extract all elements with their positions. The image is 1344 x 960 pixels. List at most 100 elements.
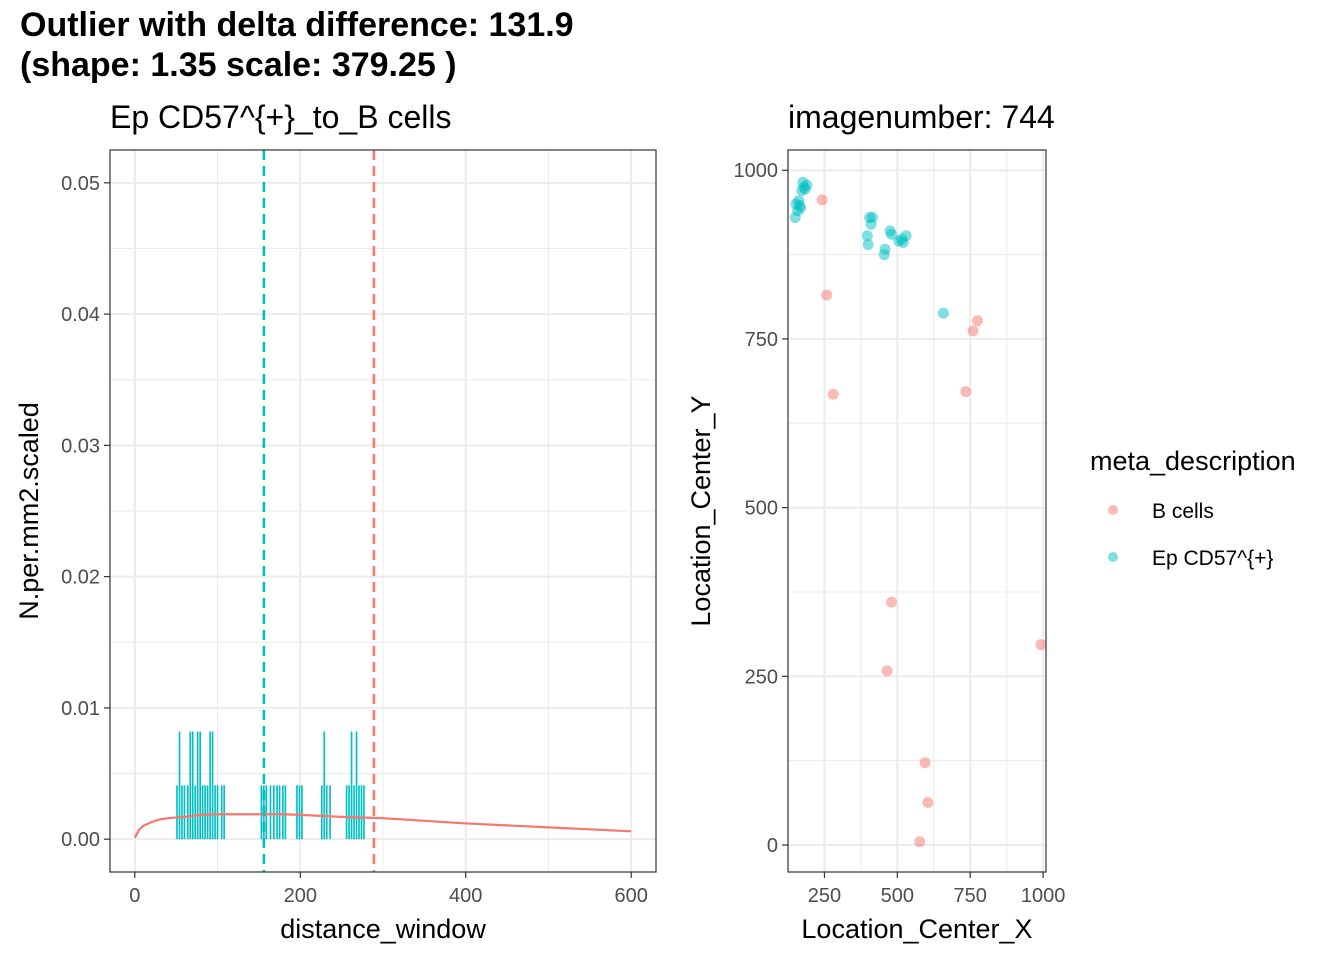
histogram-bar — [348, 785, 350, 840]
scatter-title: imagenumber: 744 — [788, 99, 1055, 135]
histogram-bar — [183, 785, 186, 840]
scatter-y-axis-title: Location_Center_Y — [686, 395, 716, 626]
scatter-gridlines — [788, 150, 1046, 872]
y-tick-label: 0.03 — [61, 435, 100, 457]
histogram-bar — [209, 731, 211, 840]
histogram-bar — [201, 785, 204, 840]
histogram-bar — [196, 731, 199, 840]
histogram-bar — [350, 731, 353, 840]
y-tick-label: 0.02 — [61, 567, 100, 589]
reference-lines — [262, 150, 376, 872]
ep-cd57-point — [795, 202, 807, 214]
histogram-bar — [186, 785, 189, 840]
x-tick-label: 1000 — [1021, 885, 1066, 907]
histogram-bar — [355, 731, 358, 840]
scatter-x-axis-title: Location_Center_X — [801, 914, 1032, 944]
x-tick-label: 400 — [449, 885, 482, 907]
histogram-bar — [176, 785, 178, 840]
histogram-bar — [325, 785, 328, 840]
x-tick-label: 0 — [129, 885, 140, 907]
b-cells-point — [967, 325, 979, 337]
ep-cd57-point — [861, 230, 873, 242]
histogram-bar — [211, 731, 214, 840]
histogram-bar — [194, 785, 197, 840]
scatter-ticks: 250 500 750 1000 0 250 500 750 1000 — [734, 160, 1066, 907]
histogram-bar — [204, 785, 206, 840]
scatter-panel-border — [787, 149, 1047, 873]
y-tick-label: 1000 — [734, 160, 779, 182]
histogram-bar — [360, 785, 363, 840]
histogram-bar — [181, 785, 183, 840]
histogram-bar — [278, 785, 281, 840]
b-cells-point — [971, 315, 983, 327]
histogram-bar — [301, 785, 303, 840]
histogram-bar — [329, 785, 331, 840]
legend-label-ep-cd57: Ep CD57^{+} — [1152, 547, 1273, 570]
histogram-bar — [284, 785, 287, 840]
histogram-bar — [320, 785, 323, 840]
histogram-bar — [223, 785, 225, 840]
ep-cd57-point — [885, 228, 897, 240]
histogram-bar — [358, 785, 360, 840]
histogram-bar — [214, 785, 216, 840]
fitted-density-curve — [133, 813, 632, 839]
y-tick-label: 750 — [745, 329, 778, 351]
b-cells-point — [881, 665, 893, 677]
legend-key-b-cells — [1108, 505, 1118, 515]
b-cells-point — [885, 596, 897, 608]
histogram-bar — [363, 785, 365, 840]
ep-cd57-point — [801, 179, 813, 191]
b-cells-point — [821, 289, 833, 301]
histogram-bar — [298, 785, 301, 840]
x-tick-label: 500 — [881, 885, 914, 907]
y-tick-label: 500 — [745, 498, 778, 520]
b-cells-point — [827, 388, 839, 400]
main-title-line-1: Outlier with delta difference: 131.9 — [20, 6, 574, 44]
histogram-bar — [296, 785, 298, 840]
ep-cd57-point — [867, 211, 879, 223]
b-cells-point — [816, 194, 828, 206]
legend-label-b-cells: B cells — [1152, 500, 1214, 523]
histogram-bar — [220, 785, 223, 840]
y-tick-label: 0.00 — [61, 829, 100, 851]
ep-cd57-point — [862, 238, 874, 250]
histogram-bar — [272, 785, 275, 840]
histogram-y-axis-title: N.per.mm2.scaled — [14, 402, 44, 620]
x-tick-label: 600 — [614, 885, 647, 907]
legend-key-ep-cd57 — [1108, 552, 1118, 562]
scatter-panel: imagenumber: 744 250 500 750 1000 0 250 500 750… — [686, 99, 1065, 944]
y-tick-label: 0.01 — [61, 698, 100, 720]
histogram-bar — [265, 785, 268, 840]
histogram-bar — [206, 785, 209, 840]
b-cells-point — [960, 386, 972, 398]
histogram-panel: Ep CD57^{+}_to_B cells 0 200 400 600 0.00 0.0… — [14, 99, 657, 944]
x-tick-label: 250 — [808, 885, 841, 907]
x-tick-label: 200 — [284, 885, 317, 907]
histogram-bar — [282, 785, 284, 840]
histogram-bar — [260, 785, 263, 840]
histogram-bars — [176, 731, 365, 840]
ep-cd57-point — [900, 230, 912, 242]
histogram-bar — [276, 785, 278, 840]
histogram-gridlines — [110, 150, 656, 872]
legend: meta_description B cells Ep CD57^{+} — [1090, 446, 1296, 570]
histogram-bar — [216, 785, 219, 840]
histogram-x-axis-title: distance_window — [280, 914, 486, 944]
b-cells-point — [914, 836, 926, 848]
x-tick-label: 750 — [954, 885, 987, 907]
b-cells-point — [919, 757, 931, 769]
ep-cd57-point — [879, 243, 891, 255]
histogram-title: Ep CD57^{+}_to_B cells — [110, 99, 451, 135]
y-tick-label: 0 — [767, 835, 778, 857]
b-cells-point — [1035, 639, 1047, 651]
main-title-line-2: (shape: 1.35 scale: 379.25 ) — [20, 46, 457, 84]
histogram-bar — [353, 785, 355, 840]
y-tick-label: 250 — [745, 666, 778, 688]
y-tick-label: 0.04 — [61, 304, 100, 326]
b-cells-point — [922, 796, 934, 808]
legend-title: meta_description — [1090, 446, 1296, 476]
histogram-bar — [345, 785, 348, 840]
histogram-bar — [269, 785, 272, 840]
scatter-plot-background — [788, 150, 1046, 872]
